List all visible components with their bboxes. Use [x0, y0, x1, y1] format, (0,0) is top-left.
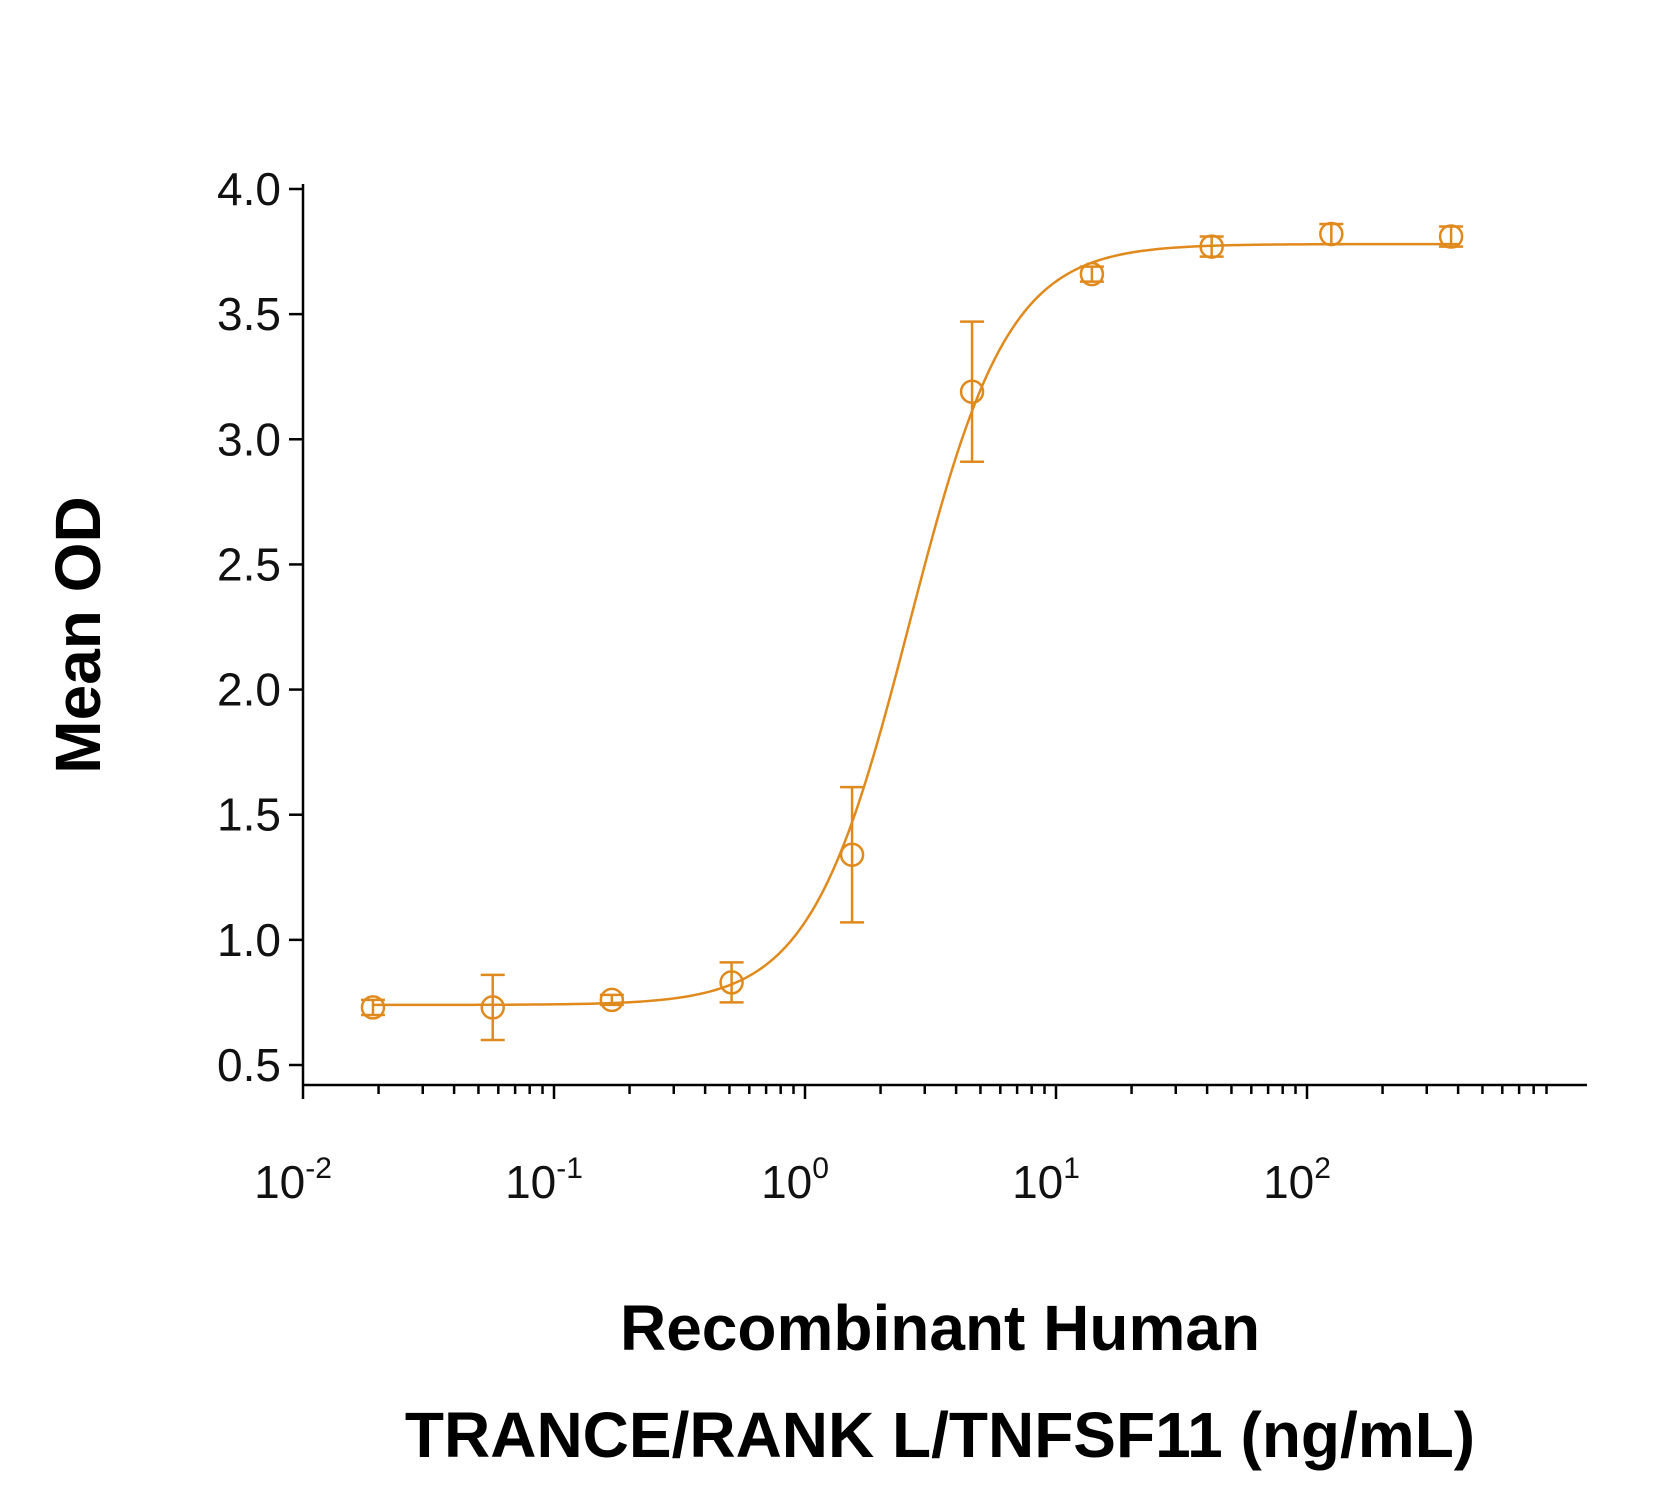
y-tick-label-5: 3.0 [217, 413, 281, 465]
x-tick-label-4: 102 [1263, 1152, 1331, 1208]
x-tick-label-0: 10-2 [254, 1152, 332, 1208]
x-tick-label-3: 101 [1012, 1152, 1080, 1208]
y-tick-label-1: 1.0 [217, 914, 281, 966]
data-point-3 [719, 961, 744, 1004]
data-point-7 [1199, 234, 1224, 259]
data-point-6 [1079, 261, 1105, 287]
marker-9 [1438, 224, 1464, 249]
marker-1 [480, 995, 505, 1020]
plot-area [360, 221, 1464, 1042]
marker-5 [959, 379, 985, 404]
y-tick-label-7: 4.0 [217, 163, 281, 215]
x-axis-title-line2: TRANCE/RANK L/TNFSF11 (ng/mL) [405, 1399, 1475, 1471]
x-axis-title-line1: Recombinant Human [620, 1292, 1260, 1364]
marker-0 [360, 995, 386, 1020]
data-point-1 [480, 973, 505, 1042]
y-axis-title: Mean OD [42, 496, 114, 773]
data-point-8 [1319, 221, 1344, 247]
marker-2 [599, 987, 625, 1013]
data-point-4 [839, 785, 865, 924]
marker-8 [1319, 221, 1344, 247]
data-point-2 [599, 987, 625, 1013]
x-tick-label-1: 10-1 [505, 1152, 583, 1208]
y-tick-label-0: 0.5 [217, 1039, 281, 1091]
y-tick-label-2: 1.5 [217, 789, 281, 841]
x-tick-label-2: 100 [761, 1152, 829, 1208]
x-ticks: 10-2 10-1 100 101 102 [254, 1085, 1548, 1208]
y-tick-label-4: 2.5 [217, 538, 281, 590]
y-ticks: 0.5 1.0 1.5 2.0 2.5 3.0 3.5 4.0 [217, 163, 303, 1091]
marker-4 [839, 842, 865, 868]
fit-curve [372, 242, 1459, 1007]
y-tick-label-3: 2.0 [217, 664, 281, 716]
axes: 0.51.01.52.02.53.03.54.0 10-2 10-1 100 101 1… [217, 163, 1587, 1208]
y-tick-label-6: 3.5 [217, 288, 281, 340]
data-point-9 [1438, 224, 1464, 249]
data-points [360, 221, 1464, 1042]
marker-6 [1079, 261, 1105, 287]
data-point-5 [959, 320, 985, 464]
marker-3 [719, 970, 744, 995]
data-point-0 [360, 995, 386, 1020]
marker-7 [1199, 234, 1224, 259]
